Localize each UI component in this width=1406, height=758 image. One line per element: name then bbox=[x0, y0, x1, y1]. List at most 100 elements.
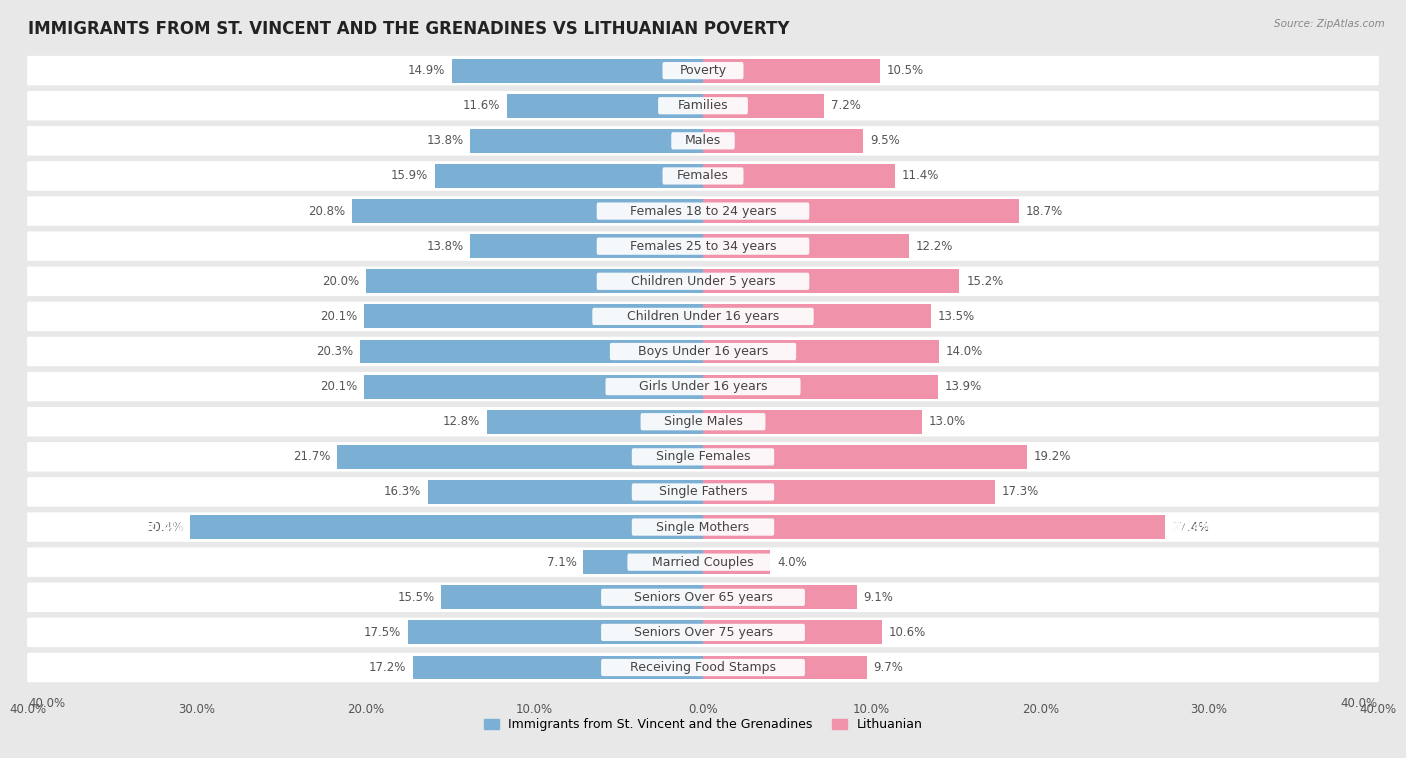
FancyBboxPatch shape bbox=[662, 168, 744, 184]
Text: Single Females: Single Females bbox=[655, 450, 751, 463]
Text: 13.9%: 13.9% bbox=[945, 380, 981, 393]
Text: 40.0%: 40.0% bbox=[28, 697, 65, 710]
FancyBboxPatch shape bbox=[27, 653, 1379, 682]
Text: 10.6%: 10.6% bbox=[889, 626, 925, 639]
Bar bbox=[703, 445, 1026, 468]
Bar bbox=[703, 656, 866, 679]
Text: 12.2%: 12.2% bbox=[915, 240, 953, 252]
Bar bbox=[703, 340, 939, 363]
FancyBboxPatch shape bbox=[27, 512, 1379, 542]
Text: Males: Males bbox=[685, 134, 721, 147]
Text: 14.9%: 14.9% bbox=[408, 64, 444, 77]
Bar bbox=[190, 515, 703, 539]
Text: 27.4%: 27.4% bbox=[1173, 521, 1209, 534]
Bar bbox=[470, 234, 703, 258]
Text: 9.7%: 9.7% bbox=[873, 661, 903, 674]
Bar bbox=[451, 58, 703, 83]
FancyBboxPatch shape bbox=[631, 518, 775, 536]
Text: 9.1%: 9.1% bbox=[863, 590, 893, 604]
Text: 15.5%: 15.5% bbox=[398, 590, 434, 604]
Text: 30.4%: 30.4% bbox=[142, 521, 183, 534]
Bar bbox=[703, 585, 856, 609]
FancyBboxPatch shape bbox=[631, 484, 775, 500]
Text: 11.4%: 11.4% bbox=[903, 170, 939, 183]
Bar bbox=[352, 199, 703, 223]
FancyBboxPatch shape bbox=[602, 659, 804, 676]
Text: 20.8%: 20.8% bbox=[308, 205, 346, 218]
Text: 13.5%: 13.5% bbox=[938, 310, 974, 323]
Bar bbox=[703, 374, 938, 399]
Text: Single Mothers: Single Mothers bbox=[657, 521, 749, 534]
FancyBboxPatch shape bbox=[27, 337, 1379, 366]
Bar bbox=[337, 445, 703, 468]
Bar bbox=[441, 585, 703, 609]
FancyBboxPatch shape bbox=[602, 624, 804, 641]
Bar bbox=[703, 410, 922, 434]
FancyBboxPatch shape bbox=[606, 378, 800, 395]
FancyBboxPatch shape bbox=[610, 343, 796, 360]
FancyBboxPatch shape bbox=[592, 308, 814, 325]
Bar bbox=[703, 305, 931, 328]
FancyBboxPatch shape bbox=[631, 448, 775, 465]
Text: Females 25 to 34 years: Females 25 to 34 years bbox=[630, 240, 776, 252]
Text: 19.2%: 19.2% bbox=[1033, 450, 1071, 463]
Text: Girls Under 16 years: Girls Under 16 years bbox=[638, 380, 768, 393]
Text: Source: ZipAtlas.com: Source: ZipAtlas.com bbox=[1274, 19, 1385, 29]
Bar bbox=[703, 94, 824, 117]
Bar bbox=[486, 410, 703, 434]
Text: 17.5%: 17.5% bbox=[364, 626, 401, 639]
FancyBboxPatch shape bbox=[27, 91, 1379, 121]
Bar bbox=[703, 269, 959, 293]
FancyBboxPatch shape bbox=[27, 302, 1379, 331]
Bar bbox=[703, 164, 896, 188]
Bar bbox=[703, 480, 995, 504]
Text: 20.1%: 20.1% bbox=[321, 310, 357, 323]
Text: 17.3%: 17.3% bbox=[1001, 485, 1039, 499]
Text: IMMIGRANTS FROM ST. VINCENT AND THE GRENADINES VS LITHUANIAN POVERTY: IMMIGRANTS FROM ST. VINCENT AND THE GREN… bbox=[28, 20, 790, 38]
FancyBboxPatch shape bbox=[27, 196, 1379, 226]
Bar bbox=[703, 129, 863, 153]
Bar bbox=[434, 164, 703, 188]
FancyBboxPatch shape bbox=[27, 407, 1379, 437]
Bar bbox=[364, 374, 703, 399]
Bar bbox=[703, 621, 882, 644]
Text: 16.3%: 16.3% bbox=[384, 485, 422, 499]
Text: 15.2%: 15.2% bbox=[966, 275, 1004, 288]
Text: 7.1%: 7.1% bbox=[547, 556, 576, 568]
Text: Poverty: Poverty bbox=[679, 64, 727, 77]
Bar bbox=[703, 234, 908, 258]
Text: 20.1%: 20.1% bbox=[321, 380, 357, 393]
FancyBboxPatch shape bbox=[596, 237, 810, 255]
Text: Single Males: Single Males bbox=[664, 415, 742, 428]
FancyBboxPatch shape bbox=[627, 553, 779, 571]
Text: 10.5%: 10.5% bbox=[887, 64, 924, 77]
Text: 13.8%: 13.8% bbox=[426, 134, 464, 147]
Text: 12.8%: 12.8% bbox=[443, 415, 481, 428]
Text: Families: Families bbox=[678, 99, 728, 112]
Text: 4.0%: 4.0% bbox=[778, 556, 807, 568]
FancyBboxPatch shape bbox=[27, 583, 1379, 612]
FancyBboxPatch shape bbox=[27, 442, 1379, 471]
Bar bbox=[427, 480, 703, 504]
Legend: Immigrants from St. Vincent and the Grenadines, Lithuanian: Immigrants from St. Vincent and the Gren… bbox=[478, 713, 928, 736]
Text: Seniors Over 75 years: Seniors Over 75 years bbox=[634, 626, 772, 639]
FancyBboxPatch shape bbox=[671, 132, 735, 149]
FancyBboxPatch shape bbox=[27, 372, 1379, 402]
Bar bbox=[408, 621, 703, 644]
Text: 20.0%: 20.0% bbox=[322, 275, 359, 288]
Bar bbox=[583, 550, 703, 574]
Text: Receiving Food Stamps: Receiving Food Stamps bbox=[630, 661, 776, 674]
FancyBboxPatch shape bbox=[602, 589, 804, 606]
Text: Married Couples: Married Couples bbox=[652, 556, 754, 568]
Text: 30.4%: 30.4% bbox=[146, 521, 183, 534]
Text: Children Under 5 years: Children Under 5 years bbox=[631, 275, 775, 288]
FancyBboxPatch shape bbox=[27, 161, 1379, 191]
FancyBboxPatch shape bbox=[27, 267, 1379, 296]
FancyBboxPatch shape bbox=[658, 97, 748, 114]
Text: Single Fathers: Single Fathers bbox=[659, 485, 747, 499]
FancyBboxPatch shape bbox=[27, 547, 1379, 577]
Text: 7.2%: 7.2% bbox=[831, 99, 860, 112]
Bar bbox=[470, 129, 703, 153]
FancyBboxPatch shape bbox=[27, 56, 1379, 86]
Text: 18.7%: 18.7% bbox=[1025, 205, 1063, 218]
